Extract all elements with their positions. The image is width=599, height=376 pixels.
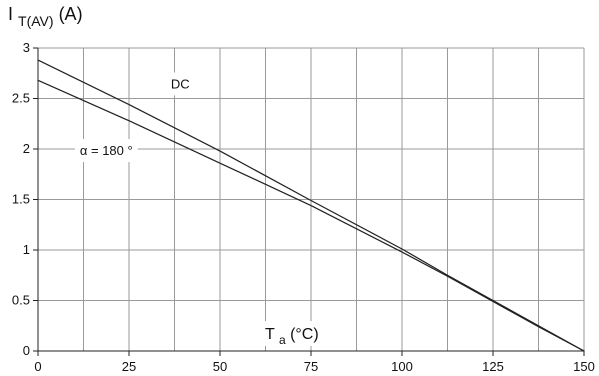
- y-axis-title-main: I: [8, 4, 13, 24]
- series-line-dc: [37, 59, 585, 352]
- y-axis-title: I T(AV) (A): [8, 4, 83, 30]
- tick-layer: 0 0.5 1 1.5 2 2.5 3 0 25 50 75 100 125 150: [12, 40, 595, 374]
- annotation-box-0: [165, 72, 195, 96]
- y-axis-title-subscript: T(AV): [18, 13, 54, 29]
- axis-layer: [33, 47, 585, 356]
- y-tick-label-6: 3: [23, 40, 30, 55]
- x-tick-label-6: 150: [573, 359, 595, 374]
- series-line-180: [37, 79, 585, 352]
- x-axis-title-subscript: a: [279, 333, 286, 347]
- annotation-label-1: α = 180 °: [80, 143, 133, 158]
- x-tick-label-5: 125: [482, 359, 504, 374]
- y-tick-label-3: 1.5: [12, 192, 30, 207]
- x-axis-title: T a (°C): [265, 326, 319, 348]
- x-tick-label-4: 100: [391, 359, 413, 374]
- x-axis-title-unit: (°C): [290, 326, 319, 343]
- x-tick-label-1: 25: [122, 359, 136, 374]
- y-tick-label-5: 2.5: [12, 91, 30, 106]
- y-tick-label-2: 1: [23, 242, 30, 257]
- x-axis-title-main: T: [265, 326, 275, 343]
- x-tick-label-3: 75: [304, 359, 318, 374]
- x-axis-title-box: [261, 321, 319, 346]
- y-tick-label-4: 2: [23, 141, 30, 156]
- x-tick-label-2: 50: [213, 359, 227, 374]
- annotation-label-0: DC: [171, 76, 190, 91]
- y-axis-title-unit: (A): [59, 4, 83, 24]
- x-tick-label-0: 0: [34, 359, 41, 374]
- x-axis-title-group: T a (°C): [261, 321, 319, 348]
- y-tick-label-0: 0: [23, 343, 30, 358]
- series-layer: [37, 59, 585, 352]
- annotation-box-1: [74, 139, 138, 163]
- y-tick-label-1: 0.5: [12, 293, 30, 308]
- annotation-layer: DC α = 180 °: [74, 72, 195, 163]
